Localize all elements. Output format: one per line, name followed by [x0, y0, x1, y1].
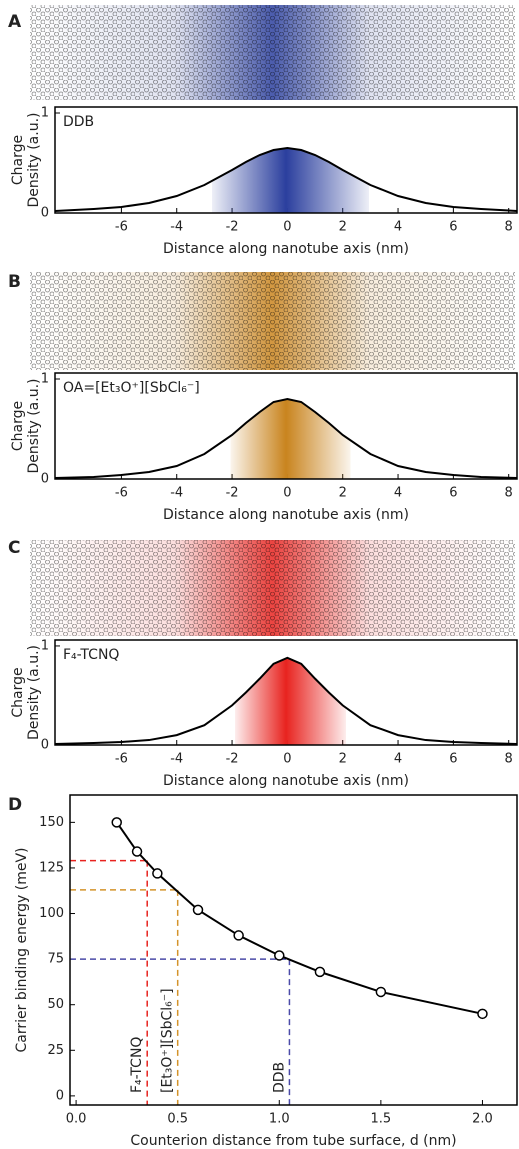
y-tick-label: 1 [41, 638, 49, 653]
x-tick-label: -6 [115, 486, 128, 501]
y-axis-label: Density (a.u.) [26, 379, 42, 474]
x-tick-label: -2 [226, 486, 239, 501]
line [54, 146, 518, 212]
x-tick-label: 2.0 [472, 1112, 493, 1127]
x-tick-label: 0 [283, 752, 291, 767]
panel-letter: B [8, 272, 21, 292]
annotation: F₄-TCNQ [63, 647, 119, 663]
x-tick-label: 0 [283, 220, 291, 235]
marker [274, 950, 285, 961]
x-tick-label: 1.5 [371, 1112, 392, 1127]
x-axis-label: Distance along nanotube axis (nm) [163, 507, 409, 523]
x-tick-label: -6 [115, 220, 128, 235]
x-tick-label: -4 [170, 752, 183, 767]
x-tick-label: 6 [449, 752, 457, 767]
guide-label: F₄-TCNQ [129, 1037, 145, 1093]
y-tick-label: 1 [41, 106, 49, 121]
y-axis-label: Charge [10, 667, 26, 717]
plot-frame [69, 794, 518, 1106]
area [55, 399, 517, 479]
x-tick-label: 8 [505, 220, 513, 235]
x-tick-label: 2 [339, 220, 347, 235]
area [55, 657, 517, 745]
x-tick-label: 8 [505, 752, 513, 767]
x-tick-label: 4 [394, 220, 402, 235]
x-tick-label: -2 [226, 220, 239, 235]
x-tick-label: -2 [226, 752, 239, 767]
line [115, 821, 483, 1015]
plot-frame [54, 106, 518, 214]
area [55, 148, 517, 213]
x-tick-label: 6 [449, 486, 457, 501]
x-tick-label: -4 [170, 486, 183, 501]
x-tick-label: 2 [339, 486, 347, 501]
y-tick-label: 1 [41, 372, 49, 387]
guide-label: DDB [271, 1062, 287, 1093]
panel-letter: C [8, 538, 20, 558]
x-tick-label: 1.0 [269, 1112, 290, 1127]
plot-frame [54, 372, 518, 480]
x-tick-label: 4 [394, 752, 402, 767]
x-tick-label: 0 [283, 486, 291, 501]
x-tick-label: 6 [449, 220, 457, 235]
nanotube-charge [30, 540, 515, 636]
x-tick-label: 0.0 [66, 1112, 87, 1127]
y-axis-label: Density (a.u.) [26, 645, 42, 740]
line [54, 656, 518, 746]
y-tick-label: 0 [56, 1088, 64, 1103]
y-tick-label: 0 [41, 472, 49, 487]
panel-letter: D [8, 795, 22, 815]
nanotube-charge [30, 5, 515, 100]
marker [314, 966, 326, 978]
y-axis-label: Charge [10, 401, 26, 451]
panel-letter: A [8, 12, 22, 32]
marker [152, 868, 163, 879]
y-tick-label: 100 [39, 906, 64, 921]
x-tick-label: -4 [170, 220, 183, 235]
y-tick-label: 75 [47, 952, 64, 967]
x-axis-label: Counterion distance from tube surface, d… [130, 1133, 456, 1149]
marker [477, 1008, 488, 1020]
y-tick-label: 0 [41, 206, 49, 221]
marker [111, 817, 122, 828]
y-axis-label: Charge [10, 135, 26, 185]
marker [375, 986, 387, 998]
x-axis-label: Distance along nanotube axis (nm) [163, 241, 409, 257]
x-tick-label: -6 [115, 752, 128, 767]
plot-frame [54, 639, 518, 746]
x-tick-label: 4 [394, 486, 402, 501]
x-axis-label: Distance along nanotube axis (nm) [163, 773, 409, 789]
marker [131, 846, 143, 857]
marker [233, 930, 244, 941]
x-tick-label: 8 [505, 486, 513, 501]
y-axis-label: Carrier binding energy (meV) [14, 848, 30, 1053]
y-tick-label: 50 [47, 997, 64, 1012]
line [54, 397, 518, 479]
y-axis-label: Density (a.u.) [26, 113, 42, 208]
annotation: OA=[Et₃O⁺][SbCl₆⁻] [63, 380, 200, 396]
y-tick-label: 0 [41, 738, 49, 753]
marker [192, 904, 204, 916]
x-tick-label: 2 [339, 752, 347, 767]
y-tick-label: 125 [39, 860, 64, 875]
annotation: DDB [63, 114, 94, 130]
y-tick-label: 150 [39, 815, 64, 830]
nanotube-charge [30, 272, 515, 370]
x-tick-label: 0.5 [167, 1112, 188, 1127]
guide-label: [Et₃O⁺][SbCl₆⁻] [160, 988, 176, 1093]
y-tick-label: 25 [47, 1043, 64, 1058]
